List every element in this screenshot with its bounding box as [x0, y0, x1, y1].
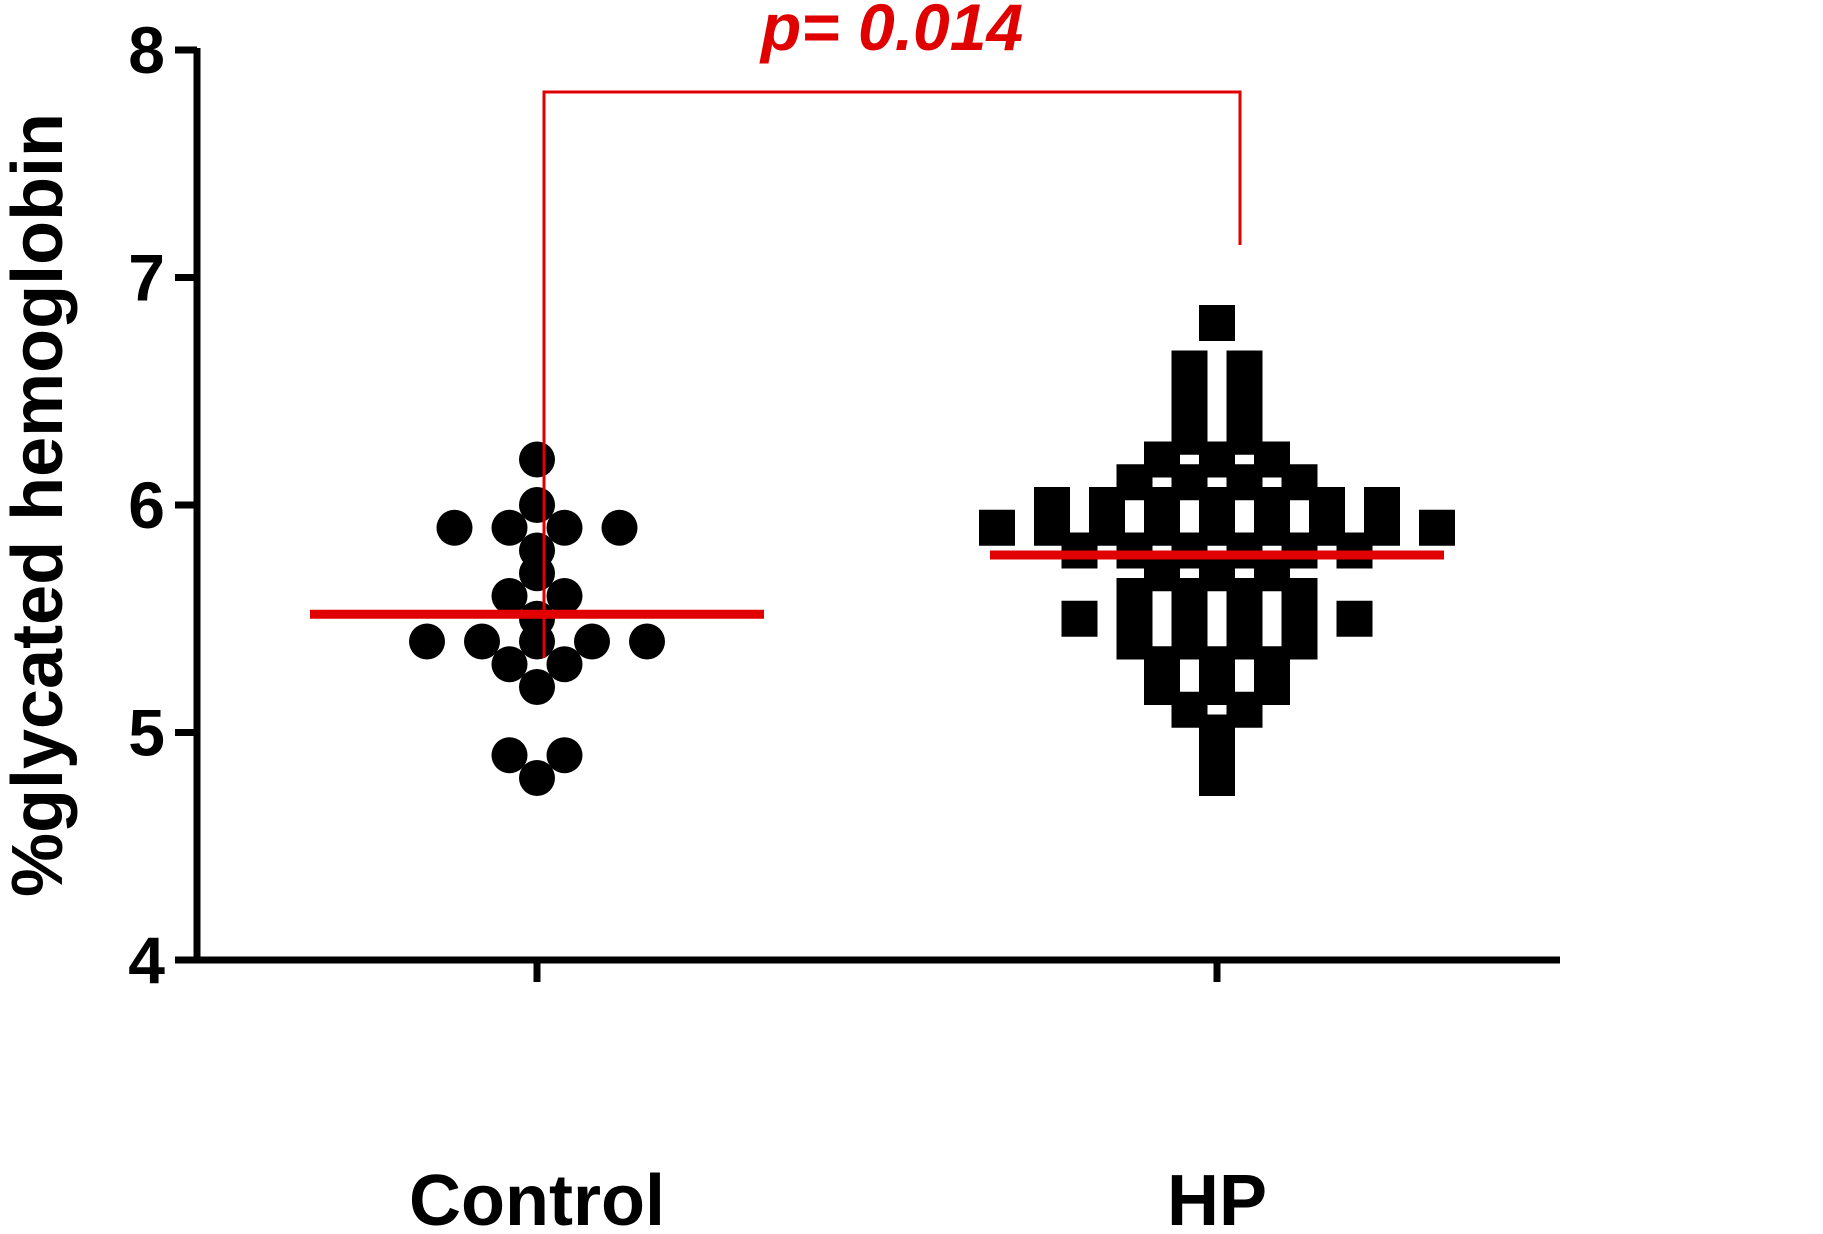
data-point-control	[519, 760, 555, 796]
data-point-control	[491, 509, 528, 546]
y-tick-label: 7	[128, 241, 165, 315]
data-point-control	[546, 737, 583, 774]
x-category-label: Control	[409, 1161, 665, 1234]
data-point-control	[491, 646, 528, 683]
y-tick-label: 6	[128, 468, 165, 542]
data-point-control	[436, 509, 473, 546]
x-category-label: HP	[1167, 1161, 1267, 1234]
data-point-control	[519, 623, 555, 660]
data-point-hp	[979, 509, 1015, 546]
significance-bracket	[542, 90, 1242, 658]
data-point-control	[491, 737, 528, 774]
p-value-annotation: p= 0.014	[759, 0, 1023, 64]
y-tick-label: 8	[128, 13, 165, 87]
data-point-control	[546, 578, 583, 614]
y-tick-label: 5	[128, 696, 165, 770]
data-point-control	[574, 623, 610, 660]
data-point-hp	[1061, 600, 1098, 637]
data-point-hp	[1199, 305, 1235, 341]
data-point-hp	[1336, 532, 1373, 569]
y-axis-label: %glycated hemoglobin	[0, 113, 78, 897]
data-point-control	[491, 578, 528, 614]
data-point-hp	[1061, 532, 1098, 569]
y-tick-label: 4	[128, 923, 165, 997]
data-point-control	[519, 441, 555, 478]
data-point-hp	[1199, 760, 1235, 796]
data-point-control	[546, 509, 583, 546]
data-point-hp	[1419, 509, 1455, 546]
data-point-control	[546, 646, 583, 683]
data-point-control	[519, 669, 555, 705]
data-point-control	[629, 623, 665, 660]
data-point-control	[464, 623, 500, 660]
data-point-control	[519, 555, 555, 592]
data-point-control	[519, 487, 555, 523]
data-point-control	[601, 509, 638, 546]
data-point-hp	[1336, 600, 1373, 637]
data-point-control	[409, 623, 445, 660]
